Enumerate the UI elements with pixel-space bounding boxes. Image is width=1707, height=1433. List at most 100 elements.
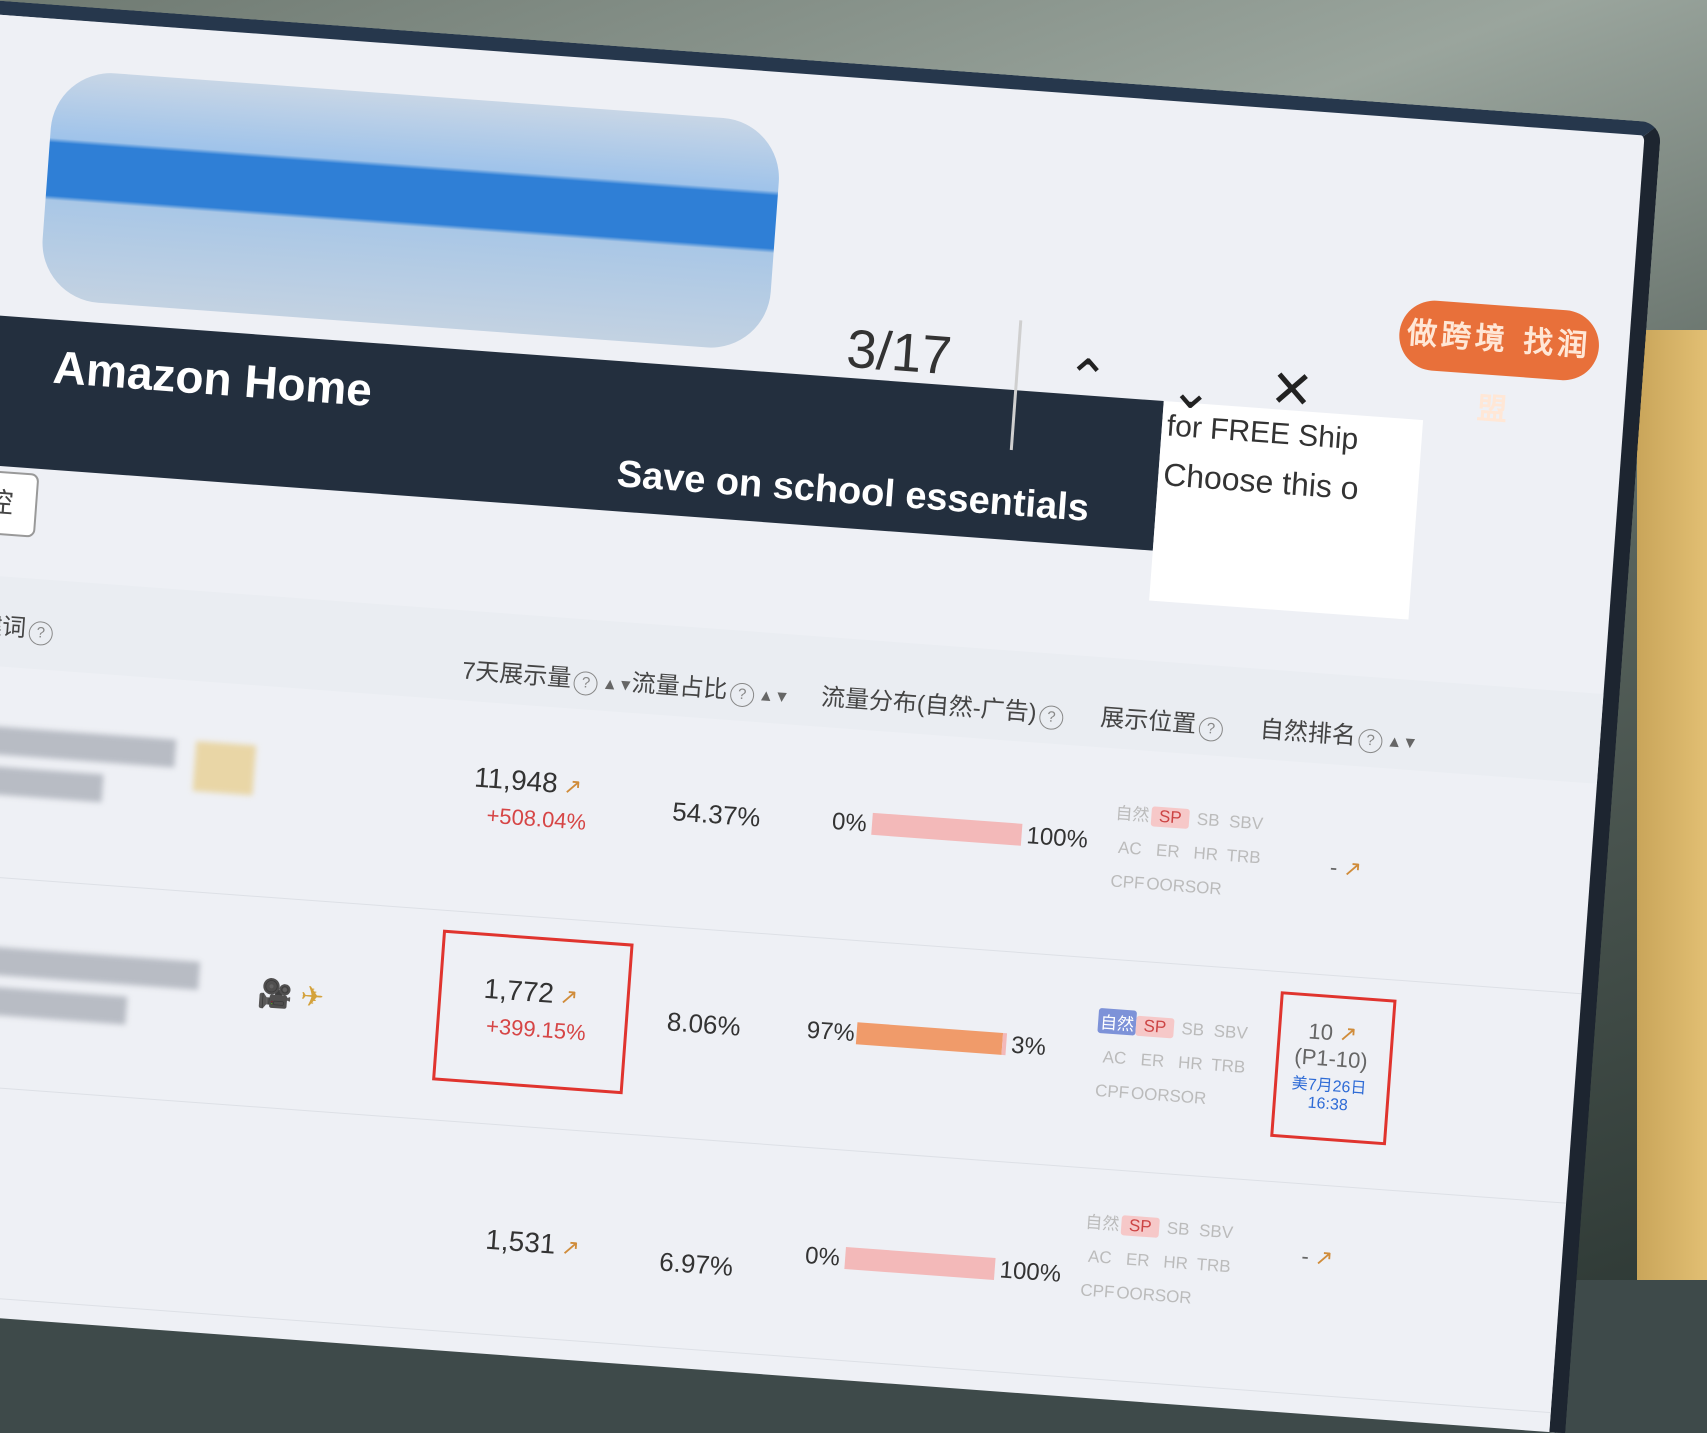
impressions-value[interactable]: 11,948 ↗ bbox=[473, 762, 583, 802]
help-icon[interactable]: ? bbox=[573, 670, 599, 697]
help-icon[interactable]: ? bbox=[1038, 704, 1065, 731]
ad-traffic-segment bbox=[871, 812, 1023, 846]
position-tags: 自然 SP SB SBV AC ER HR TRB CPFOORSOR bbox=[1091, 1007, 1298, 1129]
header-rank[interactable]: 自然排名? ▲▼ bbox=[1259, 709, 1420, 757]
position-tag: SBV bbox=[1198, 1220, 1234, 1243]
traffic-distribution-bar bbox=[844, 1247, 996, 1280]
header-share-label: 流量占比 bbox=[630, 669, 729, 704]
dist-left-value: 0% bbox=[831, 807, 868, 838]
help-icon[interactable]: ? bbox=[729, 682, 755, 708]
keyword-badges: 🎥 ✈ bbox=[257, 976, 325, 1014]
sort-icon[interactable]: ▲▼ bbox=[1385, 733, 1419, 753]
ad-traffic-segment bbox=[844, 1247, 996, 1280]
position-tag: SB bbox=[1196, 809, 1221, 831]
position-tag: 自然 bbox=[1097, 1007, 1138, 1036]
header-position-label: 展示位置 bbox=[1099, 704, 1198, 739]
rocket-icon: ✈ bbox=[299, 980, 326, 1014]
video-icon: 🎥 bbox=[256, 977, 294, 1011]
position-tags: 自然 SP SB SBV AC ER HR TRB CPFOORSOR bbox=[1077, 1207, 1284, 1328]
keyword-tag-redacted bbox=[192, 741, 257, 796]
position-tag: SP bbox=[1135, 1015, 1175, 1039]
share-value: 6.97% bbox=[658, 1246, 735, 1282]
position-tag: TRB bbox=[1225, 845, 1262, 868]
position-tag: HR bbox=[1192, 843, 1219, 865]
position-tag: AC bbox=[1087, 1246, 1113, 1268]
position-tags: 自然 SP SB SBV AC ER HR TRB CPFOORSOR bbox=[1107, 799, 1314, 920]
dist-left-value: 0% bbox=[804, 1242, 841, 1272]
monitor-screen: Amazon Home Save on school essentials fo… bbox=[0, 0, 1662, 1433]
dist-right-value: 3% bbox=[1010, 1031, 1047, 1062]
trend-chart-icon[interactable]: ↗ bbox=[1313, 1244, 1335, 1271]
impressions-text: 1,531 bbox=[484, 1223, 557, 1260]
find-match-count: 3/17 bbox=[844, 318, 954, 387]
traffic-distribution-bar bbox=[855, 1022, 1008, 1056]
position-tag: AC bbox=[1102, 1047, 1128, 1069]
rank-text: 10 bbox=[1307, 1018, 1334, 1046]
position-tag: SOR bbox=[1154, 1285, 1193, 1308]
position-tag: SP bbox=[1150, 806, 1190, 830]
position-tag: ER bbox=[1155, 840, 1181, 862]
monitor-button[interactable]: 监控 bbox=[0, 466, 40, 538]
help-icon[interactable]: ? bbox=[1198, 716, 1224, 743]
keyword-redacted bbox=[0, 763, 104, 803]
help-icon[interactable]: ? bbox=[1357, 728, 1384, 754]
position-tag: OOR bbox=[1130, 1083, 1171, 1106]
brand-watermark: 做跨境 找润盟 bbox=[1396, 298, 1602, 428]
keyword-redacted bbox=[0, 944, 201, 990]
banner-title: Amazon Home bbox=[51, 340, 374, 416]
rank-value[interactable]: - ↗ bbox=[1329, 855, 1363, 883]
impressions-text: 11,948 bbox=[473, 761, 559, 799]
trend-chart-icon[interactable]: ↗ bbox=[560, 1234, 581, 1261]
position-tag: CPF bbox=[1079, 1280, 1116, 1302]
position-tag: 自然 bbox=[1114, 803, 1151, 826]
find-close-button[interactable]: ✕ bbox=[1267, 359, 1316, 421]
position-tag: SB bbox=[1166, 1218, 1191, 1240]
ad-traffic-segment bbox=[1000, 1032, 1008, 1056]
growth-value: +508.04% bbox=[485, 802, 587, 835]
impressions-value[interactable]: 1,531 ↗ bbox=[484, 1224, 581, 1263]
position-tag: CPF bbox=[1109, 871, 1146, 893]
rank-cell[interactable]: 10 ↗ (P1-10) 美7月26日 16:38 bbox=[1277, 1017, 1384, 1118]
position-tag: SOR bbox=[1184, 876, 1223, 899]
position-tag: ER bbox=[1139, 1050, 1165, 1071]
rank-value[interactable]: - ↗ bbox=[1301, 1243, 1335, 1271]
keyword-redacted bbox=[0, 984, 128, 1025]
dist-right-value: 100% bbox=[1025, 822, 1089, 854]
header-impressions-label: 7天展示量 bbox=[461, 657, 573, 693]
sort-icon[interactable]: ▲▼ bbox=[601, 675, 635, 695]
redacted-overlay bbox=[38, 68, 784, 352]
impressions-text: 1,772 bbox=[482, 972, 555, 1009]
position-tag: OOR bbox=[1145, 874, 1186, 896]
trend-chart-icon[interactable]: ↗ bbox=[558, 983, 579, 1010]
banner-promo[interactable]: Save on school essentials bbox=[615, 453, 1091, 530]
header-rank-label: 自然排名 bbox=[1258, 716, 1357, 750]
trend-chart-icon[interactable]: ↗ bbox=[562, 773, 583, 800]
position-tag: TRB bbox=[1195, 1254, 1232, 1277]
find-prev-button[interactable]: ⌃ bbox=[1063, 348, 1111, 410]
sort-icon[interactable]: ▲▼ bbox=[757, 687, 791, 707]
trend-chart-icon[interactable]: ↗ bbox=[1342, 855, 1363, 882]
header-distribution: 流量分布(自然-广告)? bbox=[820, 677, 1065, 731]
position-tag: SB bbox=[1180, 1019, 1205, 1040]
position-tag: CPF bbox=[1094, 1080, 1130, 1103]
header-distribution-label: 流量分布(自然-广告) bbox=[820, 683, 1038, 727]
position-tag: HR bbox=[1177, 1052, 1204, 1074]
position-tag: 自然 bbox=[1084, 1212, 1121, 1234]
rank-text: - bbox=[1300, 1243, 1310, 1269]
position-tag: SP bbox=[1120, 1215, 1160, 1238]
position-tag: SOR bbox=[1168, 1086, 1207, 1108]
traffic-distribution-bar bbox=[871, 812, 1023, 846]
header-keyword-label: 关键词 bbox=[0, 610, 28, 643]
header-keyword: 关键词? bbox=[0, 603, 54, 647]
trend-chart-icon[interactable]: ↗ bbox=[1338, 1020, 1359, 1047]
help-icon[interactable]: ? bbox=[27, 620, 54, 647]
rank-time: 美7月26日 16:38 bbox=[1291, 1075, 1367, 1115]
header-impressions[interactable]: 7天展示量? ▲▼ bbox=[461, 650, 635, 699]
find-next-button[interactable]: ⌄ bbox=[1167, 360, 1216, 422]
highlight-box bbox=[432, 929, 634, 1095]
header-share[interactable]: 流量占比? ▲▼ bbox=[631, 663, 792, 711]
find-divider bbox=[1009, 320, 1023, 451]
wall-edge bbox=[1637, 330, 1707, 1280]
impressions-value[interactable]: 1,772 ↗ bbox=[483, 973, 580, 1012]
position-tag: ER bbox=[1125, 1249, 1151, 1271]
